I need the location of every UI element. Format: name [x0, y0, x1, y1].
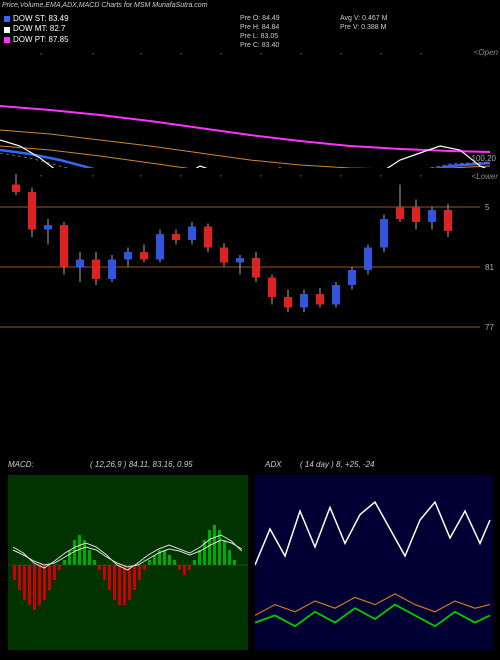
legend-item: DOW PT: 87.85	[4, 35, 69, 45]
price-level: 100.20	[472, 154, 496, 163]
legend-item: DOW MT: 82.7	[4, 24, 69, 34]
svg-text:": "	[220, 53, 223, 60]
svg-text:5: 5	[485, 203, 490, 212]
svg-text:": "	[140, 53, 143, 60]
macd-title: MACD:	[8, 460, 34, 469]
page-title: Price,Volume,EMA,ADX,MACD Charts for MSM…	[2, 2, 208, 9]
svg-text:77: 77	[485, 323, 494, 332]
svg-text:81: 81	[485, 263, 494, 272]
svg-text:": "	[260, 53, 263, 60]
macd-panel	[8, 475, 248, 650]
svg-text:": "	[380, 175, 383, 182]
volume-stats: Avg V: 0.467 MPre V: 0.388 M	[340, 14, 387, 32]
svg-text:": "	[300, 53, 303, 60]
adx-title: ADX	[265, 460, 281, 469]
svg-text:": "	[92, 175, 95, 182]
open-label: <Open	[474, 48, 498, 57]
svg-text:": "	[420, 175, 423, 182]
svg-text:": "	[180, 53, 183, 60]
legend-item: DOW ST: 83.49	[4, 14, 69, 24]
svg-text:": "	[40, 175, 43, 182]
svg-text:": "	[340, 53, 343, 60]
macd-subtitle: ( 12,26,9 ) 84.11, 83.16, 0.95	[90, 460, 193, 469]
candle-panel: <Lower 5 81 77 " " " " " " " " " "	[0, 172, 500, 332]
lower-label: <Lower	[472, 172, 498, 181]
svg-text:": "	[300, 175, 303, 182]
svg-text:": "	[380, 53, 383, 60]
svg-text:": "	[260, 175, 263, 182]
adx-subtitle: ( 14 day ) 8, +25, -24	[300, 460, 375, 469]
svg-text:": "	[340, 175, 343, 182]
svg-text:": "	[220, 175, 223, 182]
ema-panel: " " " " " " " " " " <Open 100.20	[0, 48, 500, 168]
ohlc-stats: Pre O: 84.49Pre H: 84.84Pre L: 83.05Pre …	[240, 14, 280, 50]
svg-text:": "	[40, 53, 43, 60]
legend: DOW ST: 83.49DOW MT: 82.7DOW PT: 87.85	[4, 14, 69, 45]
svg-text:": "	[420, 53, 423, 60]
adx-panel	[255, 475, 493, 650]
svg-text:": "	[92, 53, 95, 60]
svg-text:": "	[180, 175, 183, 182]
svg-text:": "	[140, 175, 143, 182]
